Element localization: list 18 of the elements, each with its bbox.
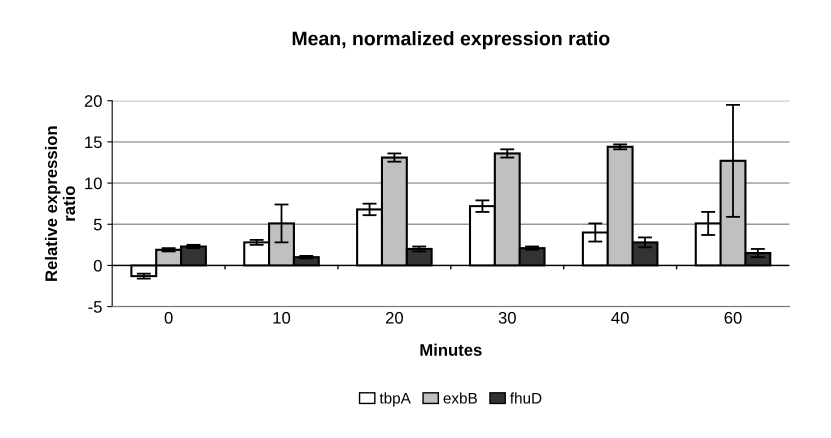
x-axis-title: Minutes <box>420 344 482 356</box>
y-tick-label: -5 <box>88 301 102 313</box>
x-tick-label: 20 <box>386 312 403 324</box>
legend-label: tbpA <box>380 392 411 407</box>
x-tick-label: 10 <box>274 312 290 324</box>
y-tick-label: 0 <box>94 260 102 272</box>
legend-label: fhuD <box>510 392 542 404</box>
chart-title: Mean, normalized expression ratio <box>292 31 610 50</box>
y-tick-label: 10 <box>85 177 102 190</box>
legend-label: exbB <box>444 392 477 404</box>
y-axis-title: Relative expression ratio <box>44 126 76 281</box>
y-tick-label: 5 <box>94 218 102 230</box>
x-tick-label: 0 <box>164 312 173 324</box>
x-tick-label: 40 <box>611 312 629 324</box>
x-tick-label: 60 <box>724 312 742 324</box>
y-tick-label: 20 <box>84 95 102 107</box>
y-tick-label: 15 <box>85 136 102 148</box>
x-tick-label: 30 <box>498 312 516 324</box>
